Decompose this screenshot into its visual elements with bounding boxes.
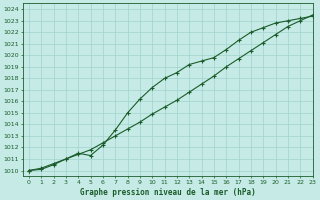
X-axis label: Graphe pression niveau de la mer (hPa): Graphe pression niveau de la mer (hPa) — [80, 188, 255, 197]
